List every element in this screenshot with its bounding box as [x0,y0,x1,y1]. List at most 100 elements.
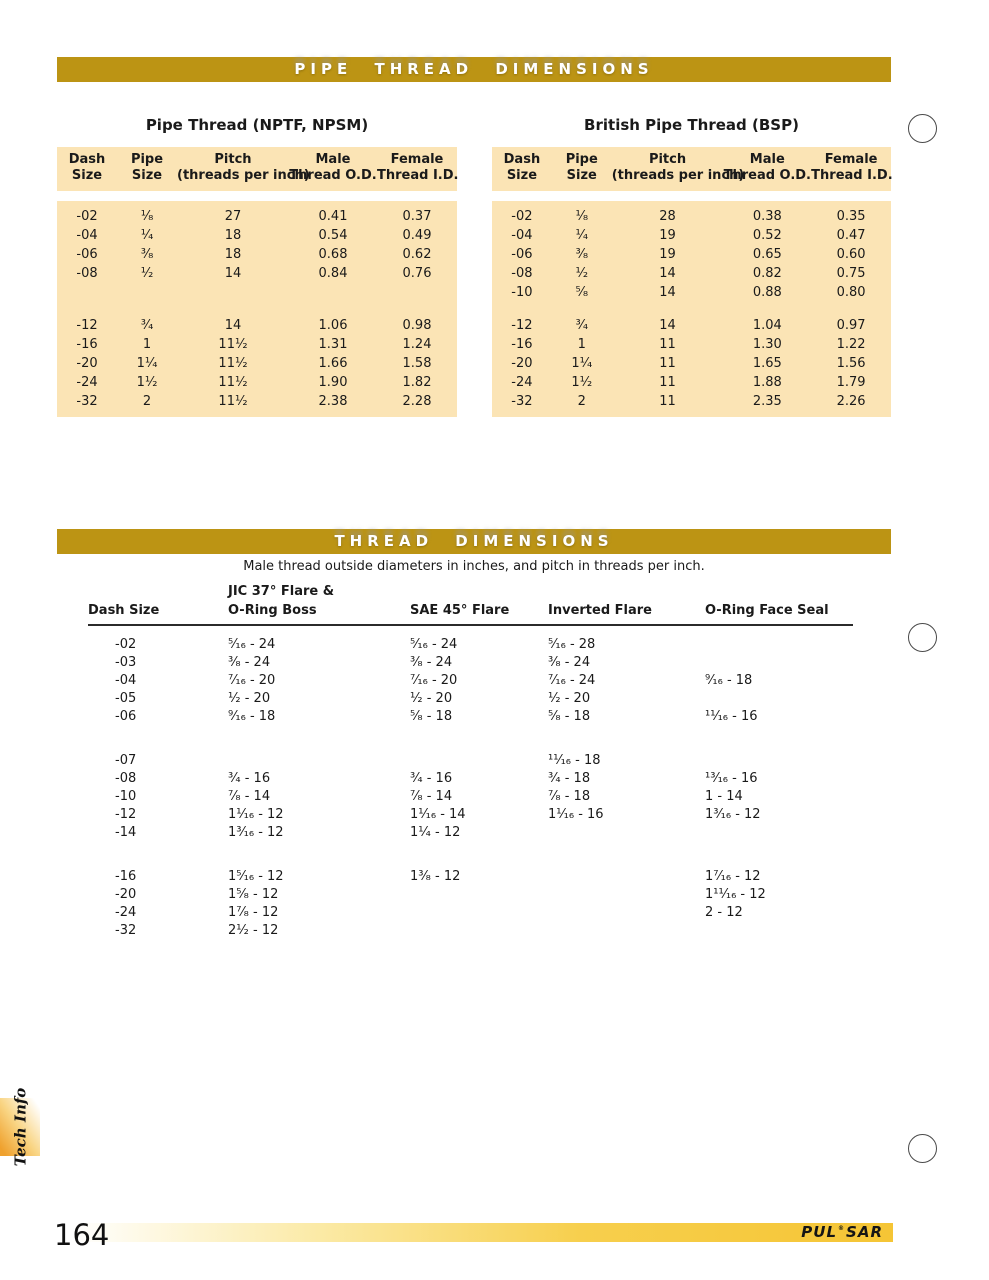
pipe-thread-table-bsp: Dash Size Pipe Size Pitch (threads per inch… [492,147,893,417]
column-header: SAE 45° Flare [410,601,548,626]
table-cell: 0.47 [811,226,891,245]
table-row: -24 1⁷⁄₈ - 12 2 - 12 [88,904,853,922]
header-body-gap [57,191,457,201]
table-cell: 11 [611,392,724,411]
column-header: Dash Size [492,147,552,191]
table-cell: 1.30 [723,335,812,354]
group-spacer [88,726,853,742]
section-header-label: THREAD DIMENSIONS [334,532,614,550]
column-header [548,582,705,601]
table-header: JIC 37° Flare & Dash Size O-Ring Boss SA… [88,582,853,626]
table-cell: ³⁄₄ [551,316,612,335]
table-cell: 1³⁄₈ - 12 [410,869,461,884]
footer-gold-bar: PUL ® SAR [72,1223,893,1242]
table-cell: 1¹⁄₂ [551,373,612,392]
table-cell: 2¹⁄₂ - 12 [228,923,279,938]
punch-hole-circle [908,114,937,143]
registered-mark: ® [838,1225,846,1232]
table-title-bsp: British Pipe Thread (BSP) [584,116,799,134]
table-row: -16 1⁵⁄₁₆ - 12 1³⁄₈ - 12 1⁷⁄₁₆ - 12 [88,858,853,886]
table-row: -02 ¹⁄₈ 28 0.38 0.35 [492,207,891,226]
table-cell: -08 [115,771,137,786]
table-cell: 11¹⁄₂ [177,335,289,354]
table-cell: 1⁷⁄₁₆ - 12 [705,869,761,884]
table-cell: 0.54 [289,226,377,245]
table-cell: 14 [611,316,724,335]
table-cell: 1¹¹⁄₁₆ - 12 [705,887,766,902]
table-cell: 18 [177,226,289,245]
table-cell: 0.38 [723,207,812,226]
table-cell: -24 [492,373,552,392]
table-row: -20 1⁵⁄₈ - 12 1¹¹⁄₁₆ - 12 [88,886,853,904]
punch-hole-circle [908,1134,937,1163]
column-header: Male Thread O.D. [723,147,812,191]
table-row: -12 ³⁄₄ 14 1.04 0.97 [492,316,891,335]
table-cell: 1.04 [723,316,812,335]
table-cell: ⁷⁄₈ - 14 [228,789,271,804]
table-cell [548,858,705,886]
table-cell: 1.24 [377,335,457,354]
table-cell: 1 [551,335,612,354]
table-cell: 11¹⁄₂ [177,373,289,392]
table-cell: -02 [492,207,552,226]
table-cell: 1³⁄₁₆ - 12 [705,807,761,822]
table-cell [548,904,705,922]
table-cell: ³⁄₄ - 18 [548,771,591,786]
table-cell: -08 [57,264,117,283]
group-spacer [88,842,853,858]
table-cell: -12 [115,807,137,822]
table-cell: -32 [492,392,552,411]
table-cell: -12 [57,316,117,335]
thread-dimensions-table: JIC 37° Flare & Dash Size O-Ring Boss SA… [88,582,853,940]
table-cell: 19 [611,245,724,264]
column-header: Pipe Size [117,147,177,191]
column-header: Pitch (threads per inch) [611,147,744,191]
table-cell: 1¹⁄₂ [117,373,177,392]
table-cell: -20 [115,887,137,902]
table-title-nptf-npsm: Pipe Thread (NPTF, NPSM) [145,116,369,134]
table-cell: 14 [177,316,289,335]
table-cell: 1.88 [723,373,812,392]
table-row: -04 ⁷⁄₁₆ - 20 ⁷⁄₁₆ - 20 ⁷⁄₁₆ - 24 ⁹⁄₁₆ - 18 [88,672,853,690]
page-number: 164 [54,1218,110,1252]
table-cell: -06 [115,709,137,724]
table-cell: ¹⁄₂ - 20 [410,691,453,706]
table-cell: ⁷⁄₈ - 18 [548,789,591,804]
table-cell: ¹⁄₈ [551,207,612,226]
table-cell: ⁵⁄₈ - 18 [548,709,591,724]
table-cell: 1.06 [289,316,377,335]
table-row: -08 ¹⁄₂ 14 0.84 0.76 [57,264,457,283]
table-cell [705,824,853,842]
table-cell: 0.35 [811,207,891,226]
table-cell [705,690,853,708]
table-row: -24 1¹⁄₂ 11¹⁄₂ 1.90 1.82 [57,373,457,392]
table-cell: ³⁄₈ - 24 [228,655,271,670]
table-header: Dash Size Pipe Size Pitch (threads per inch… [57,147,458,191]
table-cell: -10 [492,283,552,302]
table-cell: 1¹⁄₄ [117,354,177,373]
table-cell: 1⁷⁄₈ - 12 [228,905,279,920]
table-cell [228,742,410,770]
column-header: O-Ring Face Seal [705,601,853,626]
table-cell [705,654,853,672]
table-cell: ⁹⁄₁₆ - 18 [705,673,753,688]
table-cell: -32 [115,923,137,938]
table-cell [410,886,548,904]
table-body-group: -02 ¹⁄₈ 27 0.41 0.37 -04 ¹⁄₄ 18 0.54 0.49 -06 ³⁄₈ 18… [57,207,457,283]
table-cell: 1⁵⁄₈ - 12 [228,887,279,902]
tech-info-label: Tech Info [11,1087,30,1167]
band-padding [57,411,457,417]
table-cell: 1.66 [289,354,377,373]
table-row: -24 1¹⁄₂ 11 1.88 1.79 [492,373,891,392]
table-cell: ¹⁄₂ - 20 [548,691,591,706]
column-header: Pitch (threads per inch) [177,147,310,191]
table-cell: -04 [57,226,117,245]
table-cell [705,742,853,770]
table-cell: ¹¹⁄₁₆ - 18 [548,753,601,768]
table-cell: -06 [492,245,552,264]
table-cell: ⁵⁄₁₆ - 28 [548,637,596,652]
table-cell: -32 [57,392,117,411]
column-header: Dash Size [88,601,228,626]
table-row: -06 ³⁄₈ 19 0.65 0.60 [492,245,891,264]
